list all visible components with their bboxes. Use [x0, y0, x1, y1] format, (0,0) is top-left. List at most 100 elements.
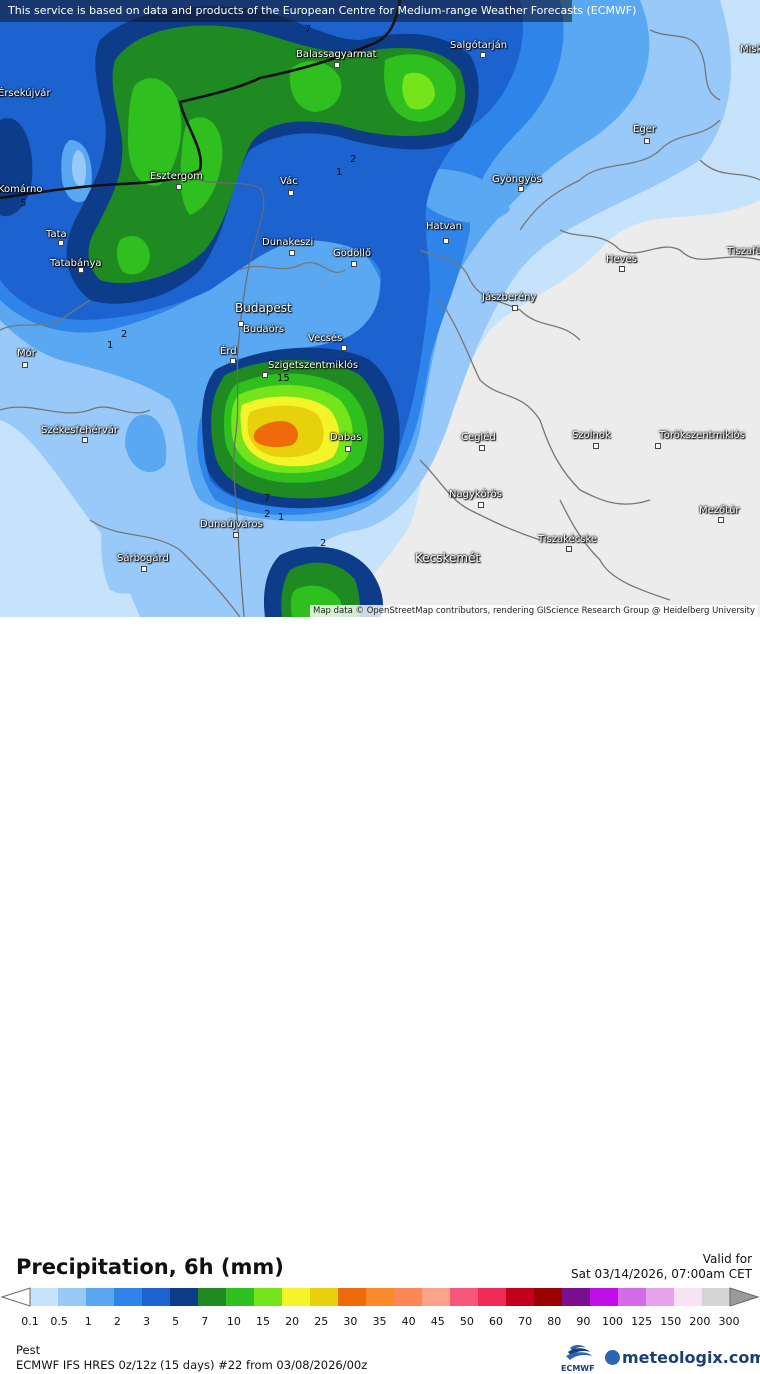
city-label[interactable]: Törökszentmiklós — [659, 430, 746, 441]
scale-swatch — [338, 1288, 367, 1306]
scale-tick-label: 0.1 — [21, 1315, 39, 1328]
scale-swatch — [422, 1288, 451, 1306]
city-marker — [262, 372, 268, 378]
isoline-label: 7 — [305, 24, 312, 35]
scale-swatch — [58, 1288, 87, 1306]
scale-tick-label: 30 — [343, 1315, 358, 1328]
scale-tick-label: 100 — [602, 1315, 623, 1328]
scale-tick-label: 7 — [201, 1315, 209, 1328]
city-marker — [288, 190, 294, 196]
scale-swatch — [282, 1288, 311, 1306]
isoline-label: 2 — [121, 329, 128, 340]
city-label[interactable]: Tiszakécske — [538, 534, 598, 545]
scale-swatch — [562, 1288, 591, 1306]
city-marker — [566, 546, 572, 552]
city-marker — [655, 443, 661, 449]
scale-tick-label: 150 — [660, 1315, 682, 1328]
scale-swatch — [198, 1288, 227, 1306]
scale-swatch — [114, 1288, 143, 1306]
scale-tick-label: 80 — [547, 1315, 562, 1328]
city-marker — [289, 250, 295, 256]
isoline-label: 1 — [107, 340, 114, 351]
scale-swatch — [394, 1288, 423, 1306]
scale-swatch — [254, 1288, 283, 1306]
meteologix-logo[interactable]: meteologix.com — [605, 1348, 760, 1367]
city-label[interactable]: Hatvan — [426, 221, 462, 232]
isoline-label: 5 — [20, 198, 27, 209]
city-label[interactable]: Érd — [220, 346, 237, 357]
city-label[interactable]: Mezőtúr — [699, 505, 740, 516]
city-marker — [593, 443, 599, 449]
scale-tick-label: 3 — [143, 1315, 150, 1328]
scale-tick-label: 5 — [172, 1315, 180, 1328]
city-label[interactable]: Sárbogárd — [117, 553, 169, 564]
city-label[interactable]: Mór — [17, 348, 36, 359]
city-label[interactable]: Szolnok — [572, 430, 611, 441]
city-label[interactable]: Szigetszentmiklós — [268, 360, 359, 371]
city-label[interactable]: Komárno — [0, 184, 43, 195]
city-label[interactable]: Tata — [46, 229, 67, 240]
city-marker — [351, 261, 357, 267]
city-label[interactable]: Tatabánya — [50, 258, 102, 269]
isoline-label: 2 — [264, 509, 271, 520]
city-marker — [644, 138, 650, 144]
city-label[interactable]: Kecskemét — [415, 551, 481, 565]
city-label[interactable]: Jászberény — [482, 292, 537, 303]
valid-for-label: Valid for — [702, 1252, 752, 1266]
model-info: ECMWF IFS HRES 0z/12z (15 days) #22 from… — [16, 1358, 368, 1372]
city-label[interactable]: Dunakeszi — [262, 237, 314, 248]
precipitation-map[interactable]: This service is based on data and produc… — [0, 0, 760, 617]
scale-swatch — [450, 1288, 479, 1306]
city-label[interactable]: Cegléd — [461, 432, 496, 443]
scale-swatch — [534, 1288, 563, 1306]
city-label[interactable]: Gyöngyös — [492, 174, 542, 185]
scale-swatch — [478, 1288, 507, 1306]
city-label-capital[interactable]: Budapest — [235, 301, 292, 315]
city-label[interactable]: Heves — [606, 254, 637, 265]
city-label[interactable]: Miskolc — [740, 44, 760, 55]
city-marker — [478, 502, 484, 508]
city-label[interactable]: Salgótarján — [450, 40, 508, 51]
map-attribution[interactable]: Map data © OpenStreetMap contributors, r… — [310, 605, 758, 617]
city-label[interactable]: Gödöllő — [333, 248, 372, 259]
city-marker — [341, 345, 347, 351]
scale-tick-label: 0.5 — [50, 1315, 68, 1328]
city-marker — [141, 566, 147, 572]
scale-tick-label: 300 — [718, 1315, 740, 1328]
legend-title: Precipitation, 6h (mm) — [16, 1255, 284, 1279]
city-marker — [345, 446, 351, 452]
city-marker — [512, 305, 518, 311]
city-label[interactable]: Dunaújváros — [200, 519, 263, 530]
scale-tick-label: 20 — [285, 1315, 300, 1328]
city-label[interactable]: Székesfehérvár — [41, 425, 118, 436]
city-label[interactable]: Eger — [633, 124, 656, 135]
city-label[interactable]: Dabas — [330, 432, 362, 443]
meteologix-logo-text: meteologix.com — [622, 1348, 760, 1367]
city-label[interactable]: Budaörs — [243, 324, 285, 335]
city-marker — [233, 532, 239, 538]
scale-swatch — [646, 1288, 675, 1306]
city-label[interactable]: Nagykőrös — [449, 489, 503, 500]
isoline-label: 15 — [277, 373, 290, 384]
scale-tick-label: 200 — [689, 1315, 711, 1328]
scale-tick-label: 35 — [372, 1315, 387, 1328]
scale-tick-label: 70 — [518, 1315, 533, 1328]
city-label[interactable]: Tiszafüred — [727, 246, 760, 257]
city-marker — [480, 52, 486, 58]
isoline-label: 1 — [336, 167, 343, 178]
city-label[interactable]: Érsekújvár — [0, 88, 51, 99]
city-label[interactable]: Vecsés — [308, 333, 343, 344]
legend-panel: Precipitation, 6h (mm) Valid for Sat 03/… — [0, 617, 760, 1373]
city-marker — [479, 445, 485, 451]
scale-tick-label: 60 — [489, 1315, 503, 1328]
scale-tick-label: 125 — [631, 1315, 653, 1328]
city-marker — [58, 240, 64, 246]
city-label[interactable]: Esztergom — [150, 171, 203, 182]
scale-swatch — [506, 1288, 535, 1306]
scale-swatch — [226, 1288, 255, 1306]
scale-tick-label: 1 — [84, 1315, 92, 1328]
city-marker — [22, 362, 28, 368]
city-label[interactable]: Balassagyarmat — [296, 49, 377, 60]
precip-field — [0, 0, 760, 617]
city-label[interactable]: Vác — [280, 176, 298, 187]
